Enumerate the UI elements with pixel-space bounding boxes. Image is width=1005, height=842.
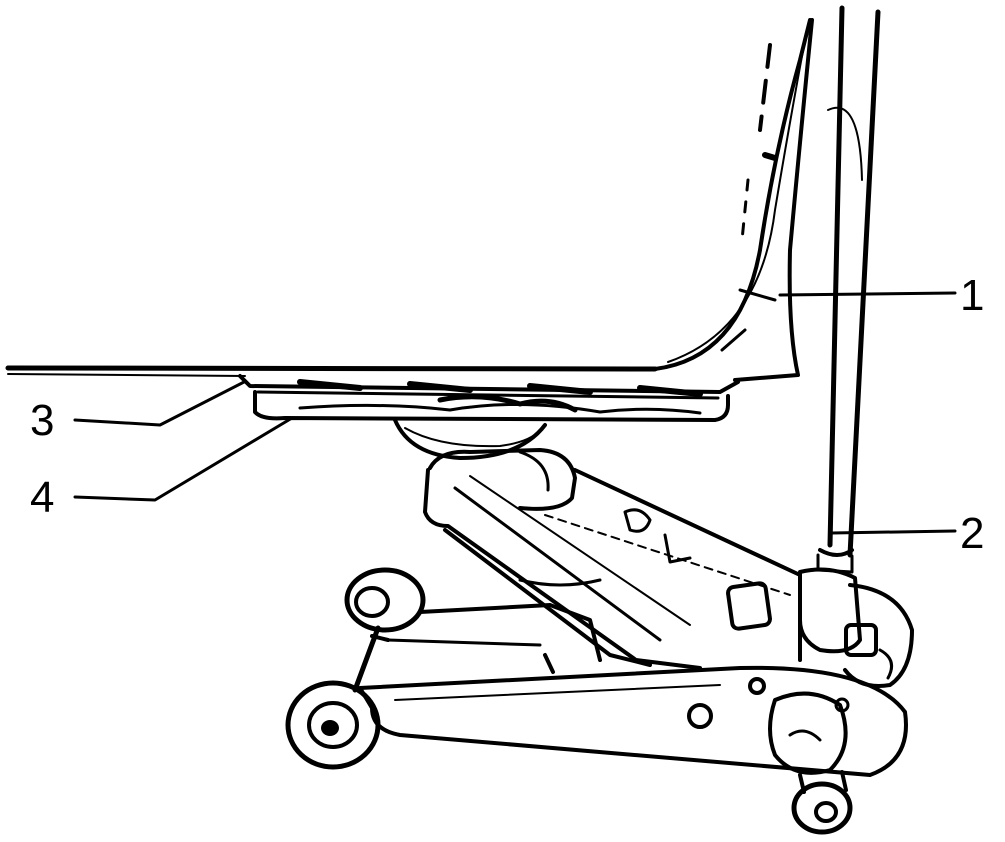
jack-chassis xyxy=(358,603,908,777)
rubber-pad xyxy=(253,390,730,422)
jack-wheels xyxy=(285,567,853,835)
leader-lines xyxy=(73,291,957,535)
rear-upper-wheel xyxy=(344,567,426,633)
hydraulic-ram xyxy=(798,567,914,688)
jack-handle xyxy=(816,5,881,574)
rear-wheel xyxy=(285,680,381,770)
callout-label-4: 4 xyxy=(30,473,54,522)
leader-line-2 xyxy=(830,529,957,535)
front-caster xyxy=(791,770,853,835)
leader-line-4 xyxy=(73,416,294,502)
callout-label-3: 3 xyxy=(30,396,54,445)
callout-labels: 1 2 3 4 xyxy=(30,271,984,558)
vehicle-body xyxy=(5,18,814,382)
jack-saddle xyxy=(393,418,547,460)
callout-label-1: 1 xyxy=(960,271,984,320)
jack-lift-arm xyxy=(423,448,802,670)
jacking-point xyxy=(238,374,740,400)
leader-line-3 xyxy=(73,380,246,427)
leader-line-1 xyxy=(778,291,957,297)
callout-label-2: 2 xyxy=(960,509,984,558)
